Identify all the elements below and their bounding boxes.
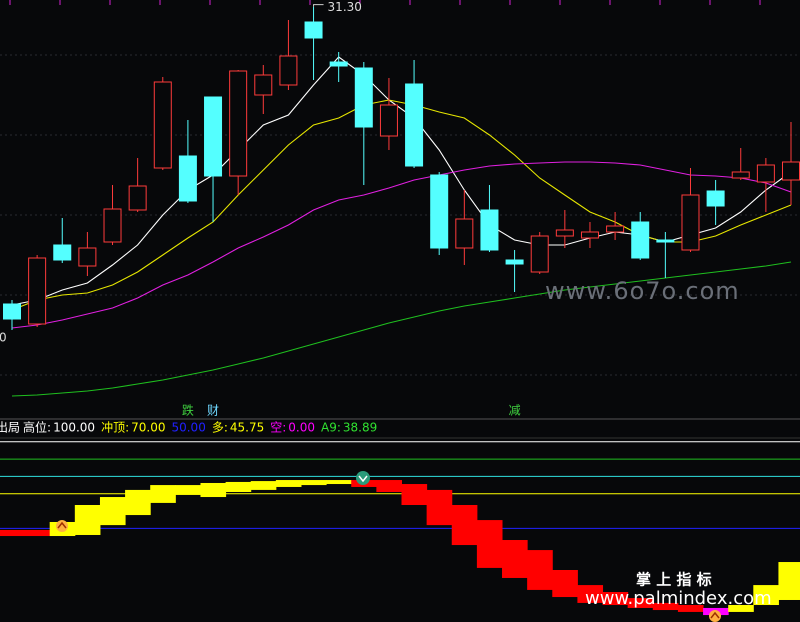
buy-icon-arrow bbox=[710, 611, 720, 619]
candle-body bbox=[379, 104, 398, 137]
watermark: www.palmindex.com bbox=[585, 588, 772, 609]
period-ticks bbox=[9, 0, 761, 5]
candle-body bbox=[681, 194, 700, 251]
high-label: 31.30 bbox=[328, 0, 362, 14]
candle-body bbox=[254, 74, 273, 96]
candle-body bbox=[505, 259, 524, 265]
indicator-value: 70.00 bbox=[131, 421, 165, 435]
candle-body bbox=[731, 171, 750, 179]
indicator-panel: 出局 高位: 100.00 冲顶: 70.00 50.00 多: 45.75 空: 0.00 A9:… bbox=[0, 420, 800, 616]
band-block bbox=[24, 529, 51, 537]
candle-body bbox=[204, 96, 223, 177]
indicator-value: 38.89 bbox=[343, 421, 377, 435]
band-block bbox=[778, 562, 800, 600]
candle-body bbox=[304, 21, 323, 39]
buy-icon-arrow bbox=[57, 521, 67, 529]
candle-body bbox=[580, 231, 599, 239]
indicator-title: 出局 bbox=[0, 421, 20, 435]
band-block bbox=[150, 485, 176, 503]
candle-body bbox=[53, 244, 72, 261]
band-block bbox=[527, 550, 553, 590]
signal-label: 减 bbox=[509, 404, 521, 418]
signal-icon bbox=[56, 471, 721, 622]
band-block bbox=[376, 480, 402, 492]
band-block bbox=[225, 481, 252, 492]
indicator-name: 空: bbox=[270, 421, 286, 435]
candle-body bbox=[606, 225, 625, 233]
candle-body bbox=[455, 218, 474, 249]
candle-body bbox=[354, 67, 373, 128]
sell-icon-arrow bbox=[358, 475, 368, 483]
candle-body bbox=[405, 83, 424, 167]
ma-line bbox=[11, 161, 792, 329]
grid bbox=[0, 54, 800, 376]
candle-body bbox=[430, 174, 449, 249]
signal-label: 财 bbox=[207, 404, 219, 418]
band-block bbox=[300, 480, 327, 486]
indicator-name: 冲顶: bbox=[101, 420, 129, 435]
buy-icon bbox=[709, 610, 721, 622]
band-block bbox=[250, 481, 277, 490]
ma-line bbox=[11, 261, 792, 397]
band-block bbox=[200, 482, 227, 498]
candle-body bbox=[103, 208, 122, 243]
band-block bbox=[175, 485, 201, 495]
ma-line bbox=[11, 56, 792, 306]
band-block bbox=[476, 520, 503, 568]
band-block bbox=[99, 497, 126, 526]
band-block bbox=[125, 489, 151, 516]
band-block bbox=[451, 505, 478, 546]
band-block bbox=[627, 598, 654, 608]
candle-body bbox=[153, 81, 172, 169]
candle-body bbox=[128, 185, 147, 211]
sell-icon bbox=[356, 471, 370, 485]
band-block bbox=[753, 585, 779, 606]
watermark: www.6o7o.com bbox=[545, 277, 740, 305]
candle-body bbox=[329, 61, 348, 67]
band-block bbox=[728, 605, 754, 612]
indicator-value: 0.00 bbox=[288, 421, 315, 435]
indicator-value: 100.00 bbox=[53, 421, 95, 435]
band-block bbox=[502, 540, 528, 578]
signal-label: 跌 bbox=[182, 403, 194, 418]
candle-body bbox=[782, 161, 800, 181]
candle-body bbox=[555, 229, 574, 237]
band-block bbox=[0, 529, 26, 537]
watermark: 掌 上 指 标 bbox=[636, 571, 712, 589]
band-block bbox=[577, 585, 604, 603]
candle-body bbox=[756, 164, 775, 183]
left-label: 0 bbox=[0, 331, 7, 345]
indicator-name: 高位: bbox=[23, 420, 51, 435]
buy-icon bbox=[56, 520, 68, 532]
label-leader bbox=[313, 4, 324, 7]
band-block bbox=[426, 489, 453, 526]
candle-body bbox=[706, 190, 725, 207]
candle-body bbox=[78, 247, 97, 267]
candle-body bbox=[480, 209, 499, 251]
candle-body bbox=[3, 303, 21, 320]
candle-body bbox=[178, 155, 197, 202]
indicator-name: A9: bbox=[321, 421, 341, 435]
candle-body bbox=[631, 221, 650, 259]
band-block bbox=[74, 505, 101, 535]
indicator-name: 多: bbox=[212, 421, 228, 435]
band-block bbox=[401, 484, 428, 505]
band-block bbox=[602, 592, 629, 606]
candle-body bbox=[229, 70, 248, 177]
band-block bbox=[552, 570, 578, 598]
band-block bbox=[326, 480, 352, 485]
candle-body bbox=[279, 55, 298, 86]
price-panel: 跌财 31.30 减 0 bbox=[0, 0, 800, 418]
candle-body bbox=[28, 257, 47, 325]
candle-body bbox=[530, 235, 549, 273]
band-block bbox=[275, 480, 302, 487]
candle-body bbox=[656, 239, 675, 243]
band-block bbox=[677, 605, 704, 612]
indicator-value: 50.00 bbox=[171, 421, 205, 435]
indicator-value: 45.75 bbox=[230, 421, 264, 435]
band-block bbox=[652, 602, 679, 611]
